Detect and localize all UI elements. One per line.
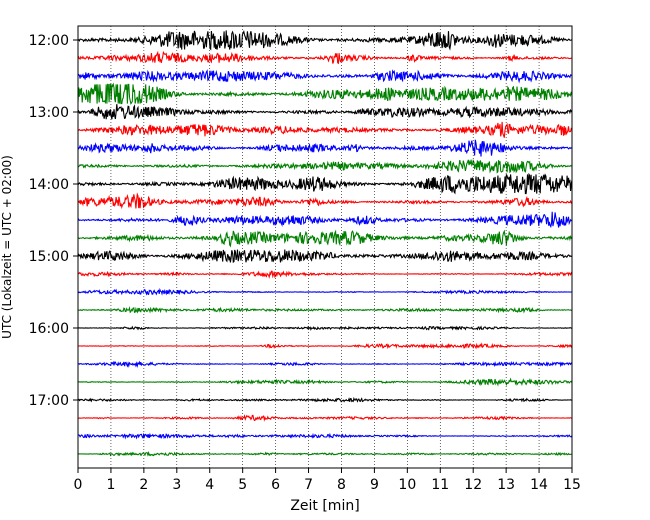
x-tick-label: 3	[172, 477, 181, 493]
y-tick-label: 17:00	[29, 393, 69, 409]
y-tick-label: 12:00	[29, 33, 69, 49]
trace-1200	[77, 29, 573, 51]
trace-1445	[77, 229, 573, 248]
trace-1545	[77, 305, 573, 314]
x-tick-label: 15	[563, 477, 581, 493]
trace-1215	[77, 50, 573, 65]
trace-1230	[77, 69, 573, 84]
x-tick-label: 2	[139, 477, 148, 493]
x-tick-label: 7	[304, 477, 313, 493]
trace-1530	[77, 287, 573, 296]
trace-1515	[77, 270, 573, 279]
x-axis-ticks: 0 1 2 3 4 5 6 7 8 9 10 11 12 13 14 15	[74, 468, 581, 493]
x-tick-label: 6	[271, 477, 280, 493]
trace-1730	[77, 432, 573, 440]
x-axis-label: Zeit [min]	[290, 498, 359, 514]
x-tick-label: 4	[205, 477, 214, 493]
trace-1415	[77, 192, 573, 210]
trace-1700	[77, 396, 573, 403]
trace-1330	[77, 139, 573, 157]
trace-1500	[77, 249, 573, 264]
x-tick-label: 0	[74, 477, 83, 493]
trace-1645	[77, 377, 573, 387]
y-axis-ticks: 12:00 13:00 14:00 15:00 16:00 17:00	[29, 33, 78, 409]
x-tick-label: 11	[431, 477, 449, 493]
trace-1345	[77, 158, 573, 174]
trace-1630	[77, 360, 573, 369]
trace-1400	[77, 172, 573, 195]
traces-group	[77, 29, 573, 457]
y-tick-label: 13:00	[29, 105, 69, 121]
trace-1300	[77, 104, 573, 120]
plot-frame	[77, 25, 573, 469]
y-tick-label: 15:00	[29, 249, 69, 265]
x-tick-label: 13	[497, 477, 515, 493]
trace-1745	[77, 450, 573, 457]
trace-1245	[77, 82, 573, 105]
trace-1615	[77, 342, 573, 350]
trace-1315	[77, 121, 573, 138]
x-tick-label: 1	[106, 477, 115, 493]
trace-1715	[77, 414, 573, 422]
x-tick-label: 12	[464, 477, 482, 493]
trace-1430	[77, 211, 573, 229]
x-tick-label: 5	[238, 477, 247, 493]
x-tick-label: 9	[370, 477, 379, 493]
y-tick-label: 16:00	[29, 321, 69, 337]
trace-1600	[77, 325, 573, 331]
x-tick-label: 10	[398, 477, 416, 493]
y-axis-label: UTC (Lokalzeit = UTC + 02:00)	[0, 155, 14, 339]
x-tick-label: 8	[337, 477, 346, 493]
y-tick-label: 14:00	[29, 177, 69, 193]
x-tick-label: 14	[530, 477, 548, 493]
